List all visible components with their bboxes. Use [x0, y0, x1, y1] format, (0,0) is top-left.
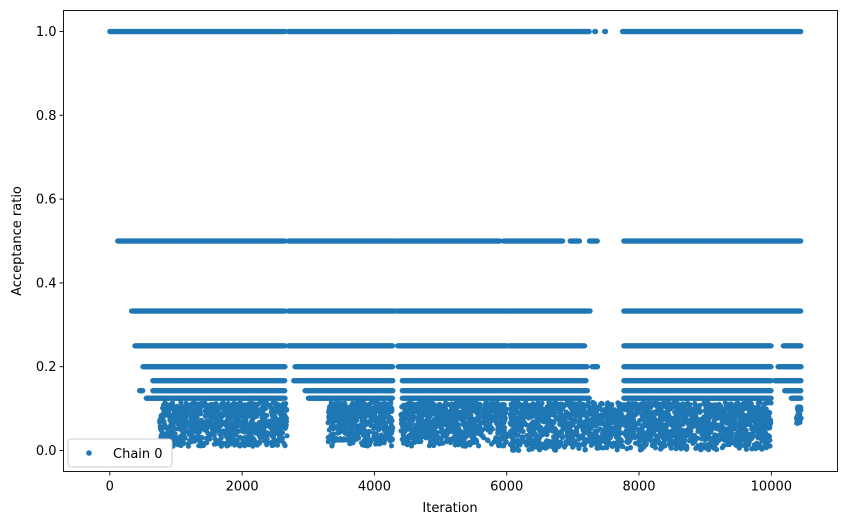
data-point [603, 28, 609, 35]
data-point [798, 308, 804, 314]
data-point [586, 28, 592, 35]
data-point [390, 343, 396, 349]
data-point [576, 238, 583, 244]
data-point [798, 238, 804, 244]
data-point [560, 238, 566, 244]
data-point [593, 28, 599, 35]
data-point [594, 238, 600, 244]
data-point [798, 28, 804, 35]
scatter-points [107, 28, 804, 453]
data-point [587, 308, 593, 314]
